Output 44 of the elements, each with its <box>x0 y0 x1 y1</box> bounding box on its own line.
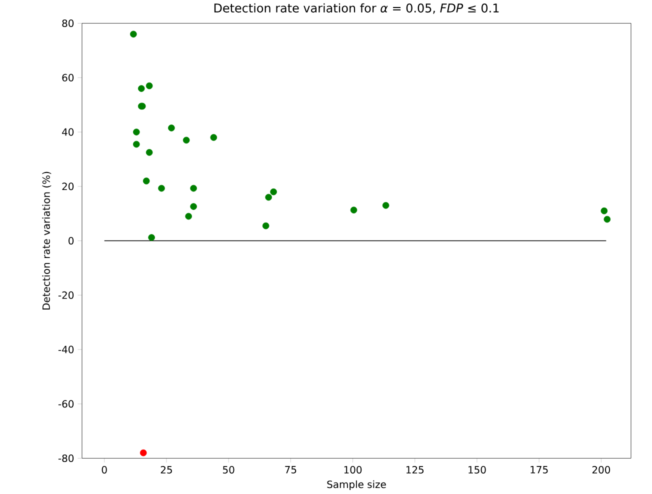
point <box>133 128 140 136</box>
point <box>190 203 197 210</box>
point <box>158 184 165 192</box>
point <box>600 207 608 214</box>
x-tick-label: 125 <box>406 466 424 474</box>
point <box>142 177 150 184</box>
point <box>350 206 358 214</box>
x-axis-title: Sample size <box>327 480 386 490</box>
point <box>262 222 270 230</box>
point <box>382 202 390 209</box>
point <box>182 136 190 144</box>
point <box>140 449 147 456</box>
y-axis-title: Detection rate variation (%) <box>42 172 52 310</box>
x-tick-label: 50 <box>223 466 234 474</box>
y-tick-label: 80 <box>62 19 74 27</box>
y-tick-label: -40 <box>58 346 74 354</box>
point <box>185 212 192 220</box>
point <box>210 134 218 141</box>
x-tick-label: 200 <box>592 466 610 474</box>
x-tick-label: 75 <box>285 466 296 474</box>
point <box>270 188 277 196</box>
point <box>130 30 137 38</box>
point <box>265 194 272 201</box>
point <box>190 184 197 192</box>
y-tick-label: 0 <box>68 236 74 244</box>
point <box>148 234 155 241</box>
y-tick-label: 20 <box>62 182 74 190</box>
y-tick-label: -60 <box>58 400 74 408</box>
chart-title: Detection rate variation for α = 0.05, FDP ≤ 0.1 <box>214 3 499 14</box>
y-tick-label: -20 <box>58 291 74 299</box>
x-tick-label: 0 <box>102 466 107 474</box>
y-tick-label: 40 <box>62 128 74 136</box>
point <box>168 124 175 132</box>
point <box>138 85 145 92</box>
point <box>133 140 140 148</box>
x-tick-label: 25 <box>160 466 172 474</box>
y-tick-label: 60 <box>62 74 74 82</box>
point <box>146 82 153 90</box>
x-tick-label: 175 <box>530 466 548 474</box>
x-tick-label: 150 <box>468 466 486 474</box>
x-tick-label: 100 <box>344 466 362 474</box>
point <box>146 148 153 156</box>
point <box>604 216 611 223</box>
y-tick-label: -80 <box>58 454 74 462</box>
